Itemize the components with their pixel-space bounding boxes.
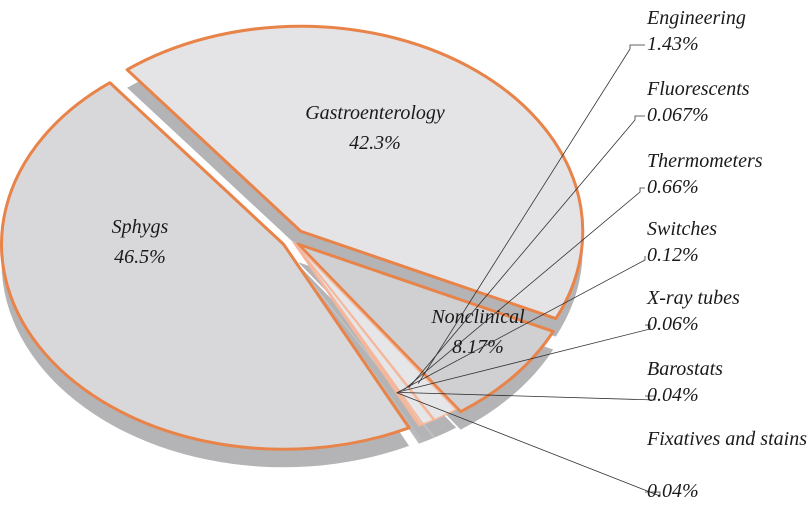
value-label: 0.04% <box>647 480 699 502</box>
value-label: 0.06% <box>647 313 699 335</box>
legend-label: Switches <box>647 218 717 240</box>
legend-label: Barostats <box>647 358 723 380</box>
leader-line <box>396 392 661 497</box>
legend-label: Fluorescents <box>647 78 750 100</box>
leader-line <box>398 256 646 393</box>
leader-line <box>417 44 645 384</box>
leader-line <box>397 391 656 401</box>
slice <box>296 242 555 414</box>
value-label: 8.17% <box>452 336 504 358</box>
legend-label: X-ray tubes <box>647 287 740 309</box>
legend-label: Thermometers <box>647 150 763 172</box>
value-label: 46.5% <box>114 246 166 268</box>
slice <box>0 81 411 451</box>
value-label: 0.04% <box>647 384 699 406</box>
slice <box>125 24 585 321</box>
slice-label: Gastroenterology <box>305 102 445 124</box>
slice-label: Nonclinical <box>431 306 525 328</box>
value-label: 1.43% <box>647 33 699 55</box>
leader-line <box>403 187 645 391</box>
value-label: 42.3% <box>349 132 401 154</box>
leader-line <box>397 324 651 393</box>
slice-label: Sphygs <box>111 216 169 238</box>
slice <box>292 241 421 427</box>
legend-label: Engineering <box>647 7 746 29</box>
value-label: 0.12% <box>647 244 699 266</box>
legend-label: Fixatives and stains <box>647 428 807 450</box>
value-label: 0.067% <box>647 104 709 126</box>
leader-line <box>408 115 645 389</box>
value-label: 0.66% <box>647 176 699 198</box>
